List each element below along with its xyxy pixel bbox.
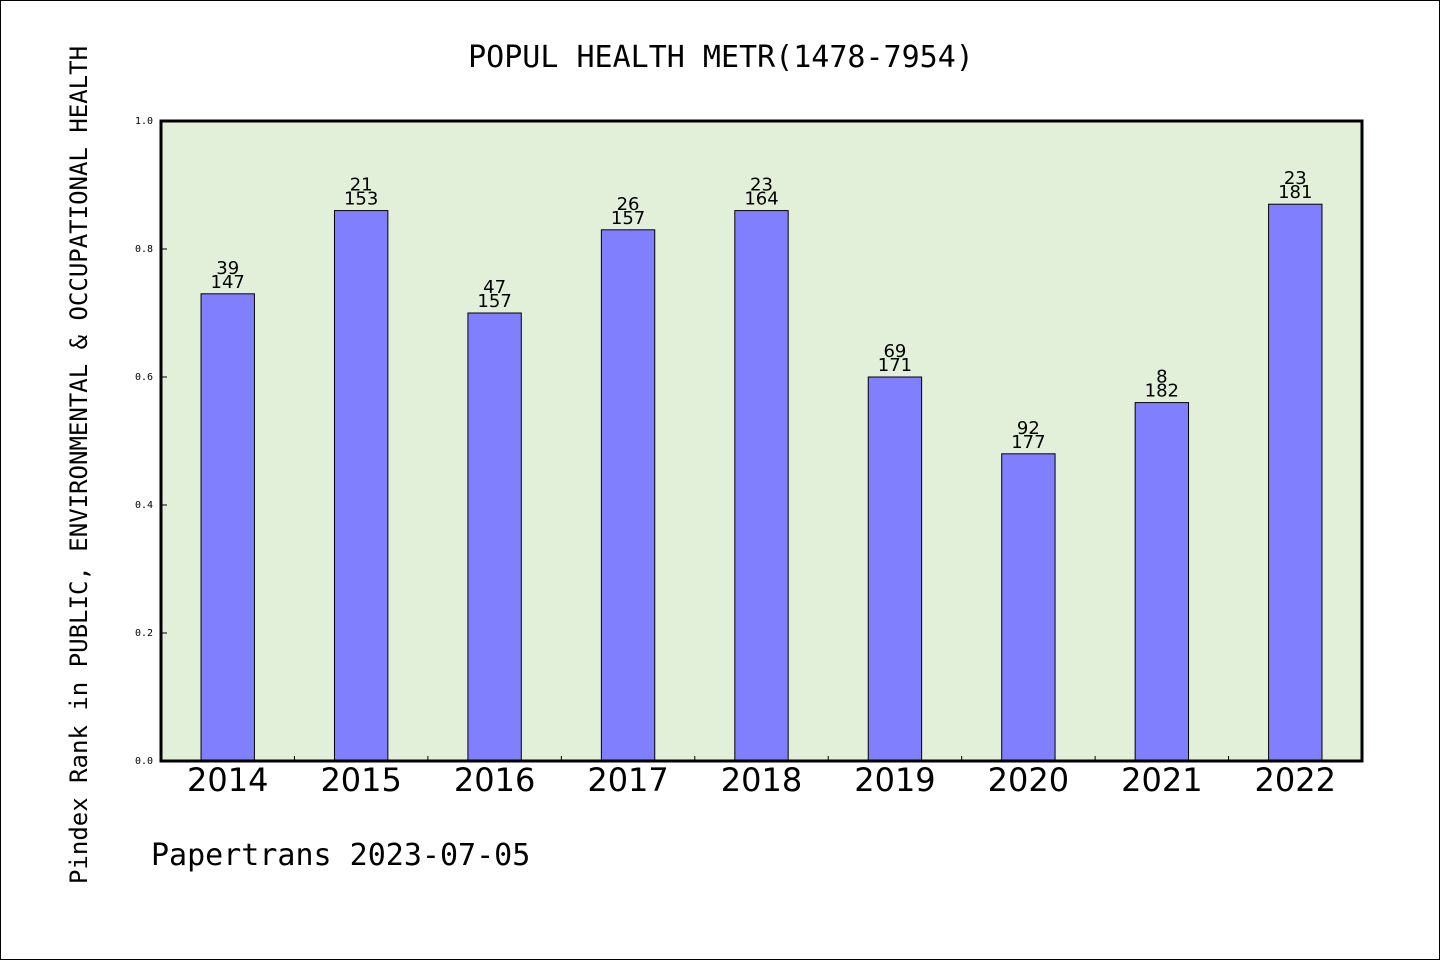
y-tick-label: 1.0 — [135, 116, 153, 127]
y-tick-label: 0.0 — [135, 756, 153, 767]
bar-2015 — [333, 210, 389, 762]
total-label-2020: 177 — [1011, 432, 1045, 453]
bar-2014 — [200, 293, 255, 762]
rank-label-2019: 69 — [883, 341, 906, 362]
x-tick-label-2022: 2022 — [1255, 761, 1336, 799]
bar-group — [200, 203, 1323, 762]
x-tick-label-2014: 2014 — [187, 761, 268, 799]
x-tick-label-2016: 2016 — [454, 761, 535, 799]
x-tick-label-2015: 2015 — [320, 761, 401, 799]
total-label-2014: 147 — [211, 272, 245, 293]
y-tick-label: 0.8 — [135, 244, 153, 255]
total-label-2015: 153 — [344, 189, 378, 210]
bar-2019 — [867, 376, 923, 762]
x-tick-label-2021: 2021 — [1121, 761, 1202, 799]
x-tick-label-2019: 2019 — [854, 761, 935, 799]
bar-2017 — [600, 229, 656, 762]
total-label-2021: 182 — [1145, 381, 1179, 402]
rank-label-2014: 39 — [216, 258, 239, 279]
y-tick-label: 0.2 — [135, 628, 153, 639]
rank-label-2021: 8 — [1156, 367, 1167, 388]
bar-2021 — [1134, 402, 1190, 762]
y-tick-label: 0.6 — [135, 372, 153, 383]
rank-label-2015: 21 — [350, 175, 373, 196]
total-label-2017: 157 — [611, 208, 645, 229]
y-axis-label: Pindex Rank in PUBLIC, ENVIRONMENTAL & O… — [65, 46, 93, 884]
rank-label-2017: 26 — [617, 194, 640, 215]
bar-2022 — [1268, 203, 1323, 762]
total-label-2022: 181 — [1278, 182, 1312, 203]
x-tick-label-2018: 2018 — [721, 761, 802, 799]
rank-label-2022: 23 — [1284, 168, 1307, 189]
total-label-2018: 164 — [744, 189, 778, 210]
bar-2016 — [467, 312, 522, 762]
chart-title: POPUL HEALTH METR(1478-7954) — [468, 40, 974, 75]
x-axis-ticks: 2014 2015 2016 2017 2018 2019 2020 2021 2022 — [187, 756, 1336, 799]
rank-label-2020: 92 — [1017, 418, 1040, 439]
x-tick-label-2017: 2017 — [587, 761, 668, 799]
total-label-2019: 171 — [878, 355, 912, 376]
bar-2018 — [734, 210, 789, 762]
x-tick-label-2020: 2020 — [988, 761, 1069, 799]
footer-text: Papertrans 2023-07-05 — [151, 838, 530, 873]
plot-border — [159, 119, 1364, 763]
total-label-2016: 157 — [477, 291, 511, 312]
rank-label-2016: 47 — [483, 277, 506, 298]
y-tick-label: 0.4 — [135, 500, 153, 511]
bar-2020 — [1001, 453, 1056, 762]
rank-label-2018: 23 — [750, 175, 773, 196]
